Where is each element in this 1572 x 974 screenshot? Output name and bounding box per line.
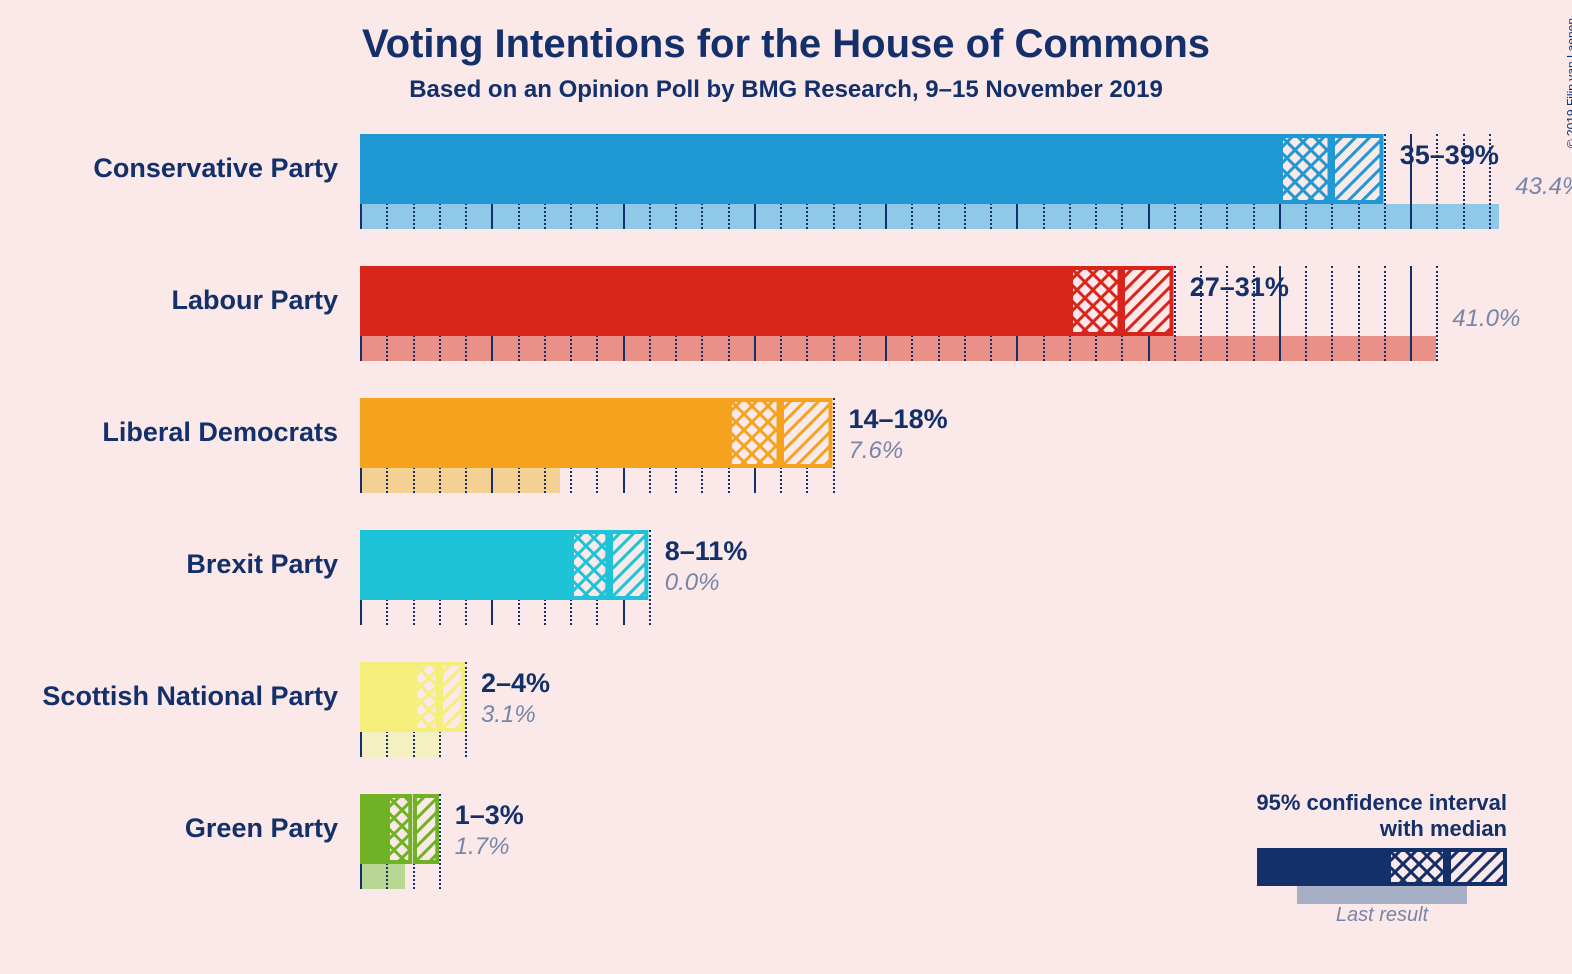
range-label: 14–18% bbox=[849, 404, 948, 435]
grid-minor bbox=[1384, 134, 1386, 229]
party-label: Labour Party bbox=[0, 285, 338, 316]
legend-swatch-cross bbox=[1387, 848, 1447, 886]
ci-lower bbox=[728, 398, 781, 468]
grid-minor bbox=[833, 398, 835, 493]
grid-minor bbox=[1358, 266, 1360, 361]
grid-minor bbox=[1436, 266, 1438, 361]
legend-last-text: Last result bbox=[1297, 904, 1467, 927]
last-result-label: 7.6% bbox=[849, 437, 904, 465]
last-result-label: 41.0% bbox=[1452, 305, 1520, 333]
bar-main bbox=[360, 134, 1279, 204]
ci-lower bbox=[570, 530, 609, 600]
bar-main bbox=[360, 398, 728, 468]
grid-minor bbox=[1174, 266, 1176, 361]
grid-minor bbox=[1331, 266, 1333, 361]
range-label: 1–3% bbox=[455, 800, 524, 831]
ci-upper bbox=[1331, 134, 1384, 204]
grid-minor bbox=[1305, 266, 1307, 361]
grid-major bbox=[1410, 266, 1412, 361]
bar-main bbox=[360, 530, 570, 600]
party-label: Scottish National Party bbox=[0, 681, 338, 712]
ci-lower bbox=[413, 662, 439, 732]
legend-swatch-last bbox=[1297, 886, 1467, 904]
bar-main bbox=[360, 266, 1069, 336]
last-result-label: 0.0% bbox=[665, 569, 720, 597]
ci-lower bbox=[386, 794, 412, 864]
ci-lower bbox=[1069, 266, 1122, 336]
party-label: Liberal Democrats bbox=[0, 417, 338, 448]
range-label: 2–4% bbox=[481, 668, 550, 699]
ci-upper bbox=[1121, 266, 1174, 336]
legend-line2: with median bbox=[1247, 816, 1507, 842]
bar-main bbox=[360, 662, 413, 732]
legend-swatch-solid bbox=[1257, 848, 1387, 886]
range-label: 8–11% bbox=[665, 536, 748, 567]
last-result-label: 3.1% bbox=[481, 701, 536, 729]
party-label: Conservative Party bbox=[0, 153, 338, 184]
bar-main bbox=[360, 794, 386, 864]
grid-minor bbox=[439, 794, 441, 889]
grid-minor bbox=[465, 662, 467, 757]
legend-line1: 95% confidence interval bbox=[1247, 790, 1507, 816]
grid-minor bbox=[649, 530, 651, 625]
ci-upper bbox=[780, 398, 833, 468]
ci-upper bbox=[439, 662, 465, 732]
ci-lower bbox=[1279, 134, 1332, 204]
last-result-label: 1.7% bbox=[455, 833, 510, 861]
legend-swatch-diag bbox=[1447, 848, 1507, 886]
ci-upper bbox=[609, 530, 648, 600]
party-label: Green Party bbox=[0, 813, 338, 844]
range-label: 27–31% bbox=[1190, 272, 1289, 303]
last-result-label: 43.4% bbox=[1515, 173, 1572, 201]
party-label: Brexit Party bbox=[0, 549, 338, 580]
ci-upper bbox=[413, 794, 439, 864]
range-label: 35–39% bbox=[1400, 140, 1499, 171]
grid-minor bbox=[1384, 266, 1386, 361]
